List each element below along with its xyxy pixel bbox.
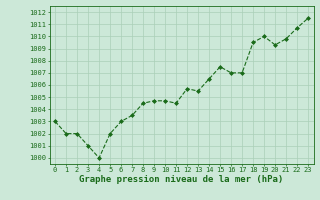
X-axis label: Graphe pression niveau de la mer (hPa): Graphe pression niveau de la mer (hPa)	[79, 175, 284, 184]
